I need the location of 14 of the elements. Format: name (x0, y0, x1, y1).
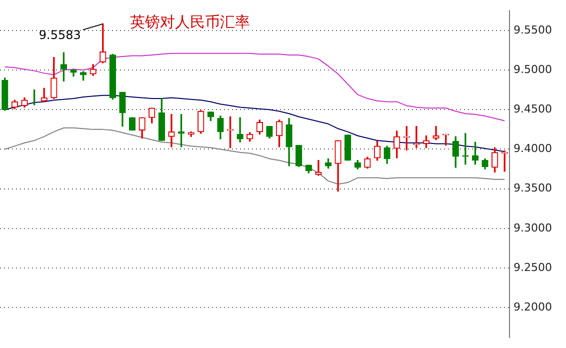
y-tick-label: 9.4000 (514, 142, 552, 156)
candlestick (236, 117, 244, 142)
annotation: 9.5583 (38, 28, 81, 42)
y-tick-label: 9.5500 (514, 23, 552, 36)
y-tick-label: 9.2500 (514, 260, 552, 274)
candlestick (168, 114, 175, 148)
y-tick-label: 9.2000 (514, 300, 552, 314)
chart-title: 英镑对人民币汇率 (130, 12, 250, 31)
y-tick-label: 9.5000 (514, 62, 552, 76)
candlestick (315, 160, 322, 176)
y-tick-label: 9.3000 (514, 221, 552, 234)
y-tick-label: 9.3500 (514, 182, 552, 195)
y-tick-label: 9.4500 (514, 102, 552, 116)
candlestick (432, 126, 440, 140)
